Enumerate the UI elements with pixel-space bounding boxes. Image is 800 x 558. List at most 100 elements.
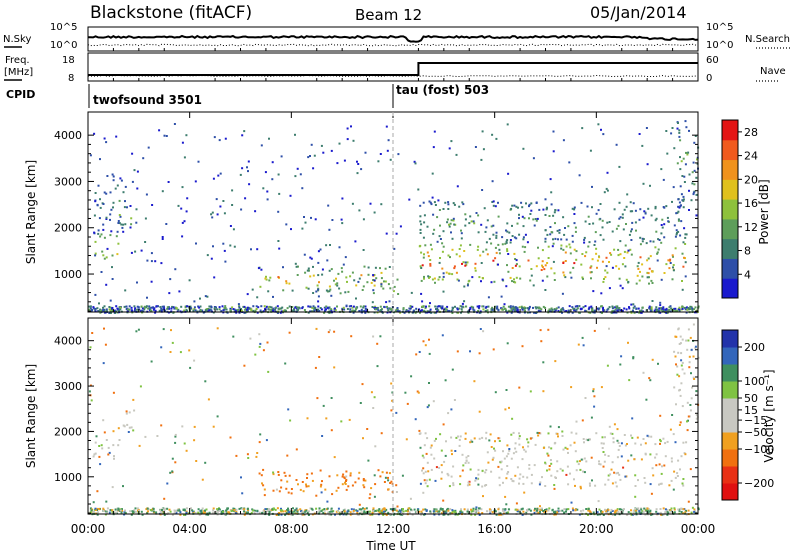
power-echo-cell [603,278,605,280]
power-echo-cell [618,165,621,168]
power-echo-cell [573,262,576,265]
power-echo-cell [575,305,578,308]
velocity-echo-cell [161,507,164,510]
velocity-echo-cell [215,512,218,515]
power-echo-cell [396,278,399,281]
velocity-echo-cell [135,330,138,333]
power-echo-cell [482,250,485,253]
velocity-echo-cell [630,454,633,457]
velocity-echo-cell [433,439,436,442]
power-echo-cell [506,222,509,225]
power-echo-cell [403,311,406,314]
velocity-echo-cell [225,509,228,512]
power-echo-cell [181,221,184,224]
velocity-echo-cell [600,510,602,513]
power-echo-cell [133,169,136,172]
power-echo-cell [181,235,184,238]
power-echo-cell [656,251,659,254]
velocity-echo-cell [419,482,422,485]
velocity-echo-cell [475,477,478,480]
power-echo-cell [487,296,490,299]
velocity-echo-cell [566,447,569,450]
velocity-echo-cell [94,507,97,510]
velocity-echo-cell [425,452,428,455]
power-echo-cell [364,307,367,310]
power-echo-cell [628,307,631,310]
velocity-echo-cell [494,440,496,443]
power-echo-cell [103,137,106,140]
velocity-echo-cell [693,510,696,513]
velocity-echo-cell [174,461,177,464]
velocity-echo-cell [409,508,412,511]
velocity-echo-cell [682,441,685,444]
velocity-echo-cell [137,328,140,331]
velocity-echo-cell [160,511,163,514]
power-echo-cell [606,189,609,192]
power-echo-cell [109,191,112,194]
power-echo-cell [485,241,488,244]
power-echo-cell [109,299,112,302]
power-echo-cell [429,302,431,305]
velocity-echo-cell [328,511,331,514]
power-echo-cell [485,305,488,308]
velocity-echo-cell [107,446,110,449]
power-echo-cell [105,141,108,144]
velocity-echo-cell [607,508,610,511]
velocity-colorbar-tick-label: 100 [744,375,765,388]
power-echo-cell [269,276,272,279]
velocity-echo-cell [488,439,491,442]
power-echo-cell [506,311,509,314]
velocity-echo-cell [675,403,677,406]
power-echo-cell [554,222,556,225]
power-echo-cell [267,290,270,293]
power-echo-cell [487,305,490,308]
power-echo-cell [410,291,413,294]
velocity-echo-cell [462,464,465,467]
velocity-echo-cell [343,508,346,511]
power-echo-cell [562,271,565,274]
power-echo-cell [657,238,660,241]
power-echo-cell [461,305,464,308]
power-echo-cell [212,245,214,248]
power-echo-cell [557,310,560,312]
power-echo-cell [379,305,382,308]
power-echo-cell [427,255,430,258]
power-echo-cell [135,208,138,211]
power-echo-cell [450,219,453,222]
power-echo-cell [199,305,202,308]
power-echo-cell [605,256,608,259]
power-echo-cell [557,238,559,241]
freq-right-tick-bottom: 0 [706,73,712,84]
velocity-echo-cell [93,453,96,456]
velocity-echo-cell [673,507,676,510]
velocity-echo-cell [370,487,373,490]
velocity-echo-cell [310,472,313,475]
power-colorbar-swatch [722,278,738,299]
power-echo-cell [328,228,331,231]
power-echo-cell [581,127,584,130]
power-echo-cell [690,199,693,202]
velocity-echo-cell [614,511,617,514]
power-echo-cell [116,307,119,310]
velocity-echo-cell [272,489,275,492]
velocity-echo-cell [642,438,645,440]
power-echo-cell [505,229,507,232]
power-echo-cell [321,273,324,276]
power-echo-cell [492,224,495,227]
velocity-echo-cell [669,509,672,512]
power-echo-cell [637,307,640,310]
power-echo-cell [584,255,587,258]
power-echo-cell [461,262,463,265]
velocity-echo-cell [345,478,348,481]
velocity-echo-cell [556,510,559,512]
power-echo-cell [472,306,475,309]
velocity-echo-cell [337,486,340,489]
power-echo-cell [472,308,475,311]
velocity-echo-cell [117,444,120,447]
power-echo-cell [374,266,377,269]
power-echo-cell [548,308,551,311]
power-echo-cell [420,279,423,282]
power-echo-cell [328,285,331,288]
power-echo-cell [336,305,338,308]
velocity-echo-cell [515,450,518,453]
